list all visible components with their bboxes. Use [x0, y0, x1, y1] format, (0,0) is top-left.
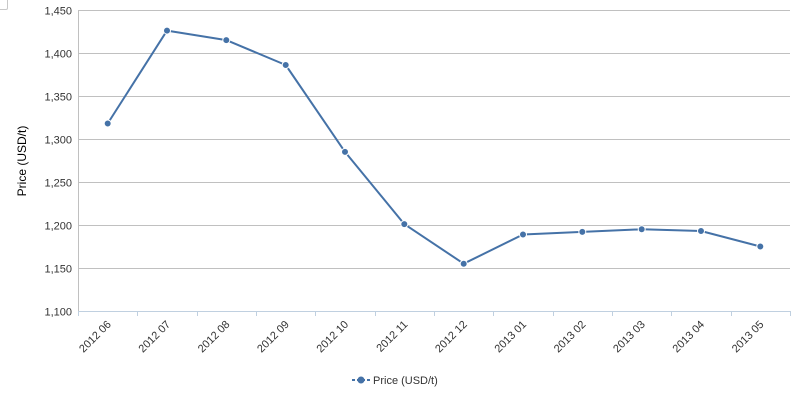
x-tick-label: 2012 06: [77, 319, 114, 356]
y-tick-label: 1,400: [44, 49, 72, 61]
x-tick-label: 2013 02: [552, 319, 589, 356]
legend-marker-symbol: [357, 376, 365, 384]
data-point: [578, 227, 587, 236]
series-layer: [103, 26, 765, 268]
x-tick-label: 2013 01: [493, 319, 530, 356]
x-tick-label: 2013 05: [730, 319, 767, 356]
data-point: [637, 225, 646, 234]
x-tick-label: 2012 11: [374, 319, 410, 355]
y-tick-label: 1,150: [44, 264, 72, 276]
data-point: [222, 36, 231, 45]
x-tick-label: 2012 10: [315, 319, 352, 356]
legend-label: Price (USD/t): [373, 375, 438, 387]
data-point: [519, 230, 527, 239]
series-line: [106, 29, 761, 265]
data-point: [281, 61, 290, 69]
data-point: [400, 220, 409, 229]
legend[interactable]: Price (USD/t): [352, 375, 438, 387]
axes: 1,100 1,150 1,200 1,250 1,300 1,350 1,400 1,450…: [44, 6, 791, 356]
data-point: [341, 147, 349, 156]
x-tick-label: 2012 12: [433, 319, 470, 356]
data-point: [756, 242, 765, 251]
gridlines: [78, 10, 790, 312]
y-tick-label: 1,250: [44, 178, 72, 190]
y-tick-label: 1,300: [44, 135, 72, 147]
data-point: [103, 119, 112, 128]
y-tick-label: 1,100: [44, 307, 72, 319]
data-point: [163, 26, 171, 35]
data-point: [459, 259, 468, 268]
x-tick-label: 2013 04: [671, 319, 708, 356]
x-tick-label: 2012 09: [255, 319, 292, 356]
x-tick-label: 2012 07: [137, 319, 174, 356]
y-axis-title: Price (USD/t): [15, 126, 29, 197]
data-point: [697, 227, 705, 235]
y-tick-label: 1,350: [44, 92, 72, 104]
corner-checkbox[interactable]: [0, 0, 8, 10]
x-tick-label: 2012 08: [196, 319, 233, 356]
y-tick-label: 1,200: [44, 221, 72, 233]
y-tick-label: 1,450: [44, 6, 72, 18]
x-tick-label: 2013 03: [611, 319, 648, 356]
